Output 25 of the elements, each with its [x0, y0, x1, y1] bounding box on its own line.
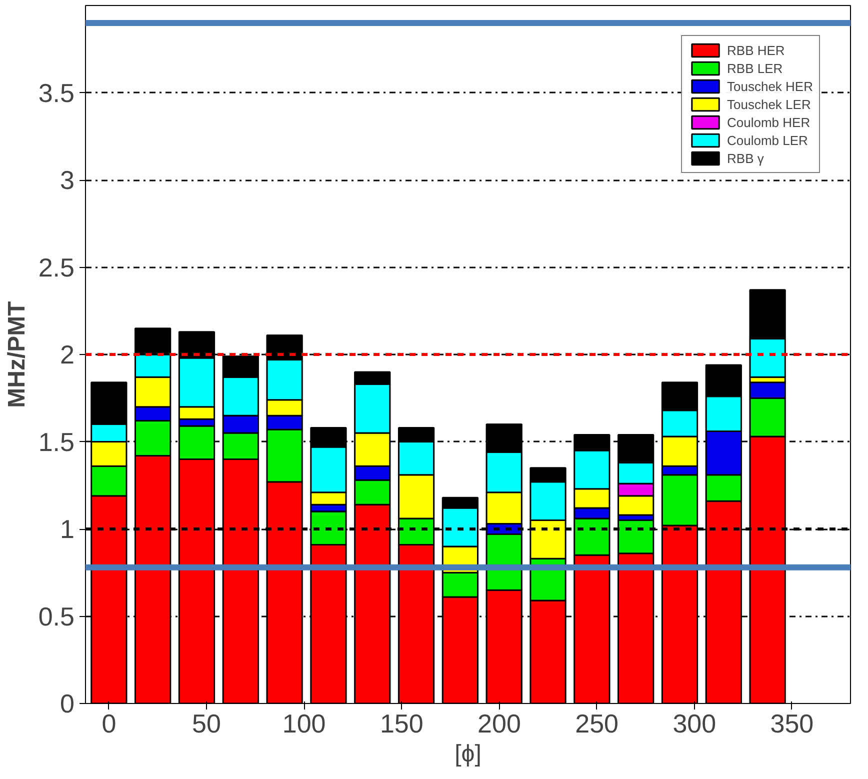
x-tick-label: 300	[672, 708, 716, 738]
y-tick-label: 3.5	[38, 78, 75, 108]
y-tick-label: 1	[60, 514, 75, 544]
x-tick-label: 0	[102, 708, 116, 738]
x-tick-label: 250	[575, 708, 618, 738]
y-axis-title: MHz/PMT	[3, 300, 30, 408]
x-axis-title: [ϕ]	[454, 740, 482, 768]
legend-label: RBB HER	[727, 42, 785, 58]
x-tick-label: 50	[192, 708, 221, 738]
x-tick-label: 200	[478, 708, 521, 738]
y-tick-label: 3	[60, 165, 75, 195]
legend-label: Coulomb HER	[727, 114, 810, 130]
legend-label: Coulomb LER	[727, 132, 808, 148]
x-tick-label: 350	[770, 708, 814, 738]
x-tick-label: 150	[380, 708, 424, 738]
y-tick-label: 2.5	[38, 252, 75, 282]
legend-label: RBB γ	[727, 150, 764, 166]
legend-label: Touschek LER	[727, 96, 811, 112]
legend-label: Touschek HER	[727, 78, 813, 94]
legend-label: RBB LER	[727, 60, 783, 76]
x-tick-label: 100	[282, 708, 326, 738]
y-tick-label: 0	[60, 688, 75, 718]
y-tick-label: 2	[60, 340, 75, 370]
y-tick-label: 1.5	[38, 426, 75, 457]
y-tick-label: 0.5	[38, 601, 75, 632]
